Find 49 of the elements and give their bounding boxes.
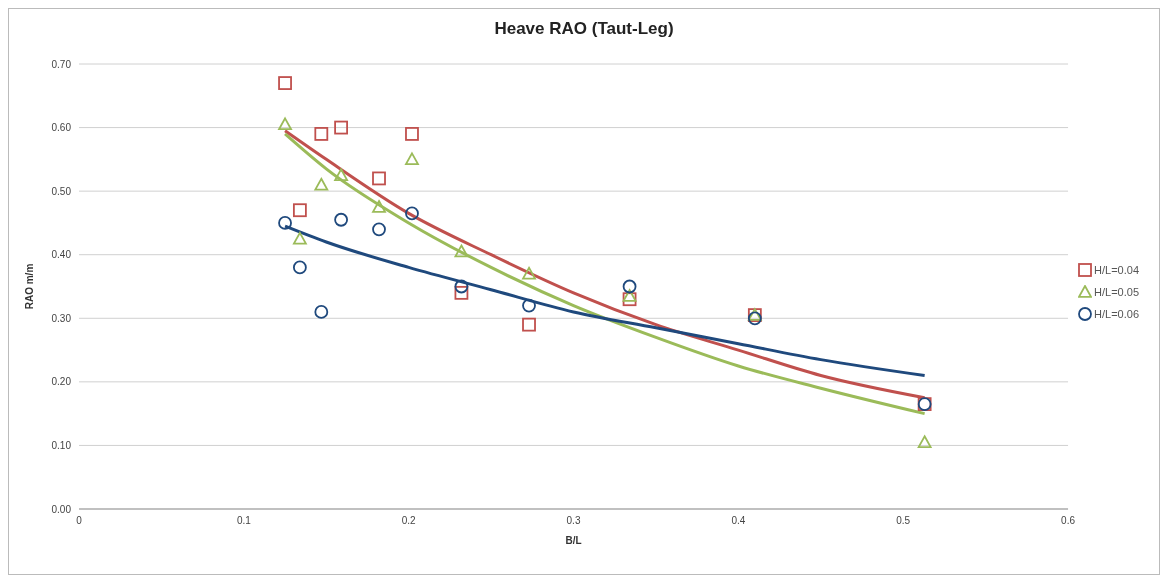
- legend-label: H/L=0.05: [1094, 285, 1139, 298]
- y-tick-label: 0.10: [51, 439, 72, 451]
- point: [405, 152, 419, 166]
- y-tick-label: 0.20: [51, 376, 72, 388]
- legend-label: H/L=0.04: [1094, 263, 1139, 276]
- point: [405, 206, 419, 221]
- point: [278, 216, 292, 230]
- point: [372, 200, 386, 213]
- y-tick-label: 0.00: [51, 503, 72, 515]
- point: [522, 317, 536, 332]
- point: [314, 305, 329, 319]
- point: [405, 127, 419, 141]
- point: [454, 244, 469, 258]
- point: [522, 266, 536, 280]
- point: [622, 292, 637, 307]
- x-tick-label: 0.2: [401, 515, 417, 527]
- point: [292, 260, 307, 275]
- y-tick-label: 0.30: [51, 312, 72, 324]
- point: [622, 289, 637, 302]
- point: [372, 171, 386, 186]
- point: [278, 76, 292, 90]
- legend-label: H/L=0.06: [1094, 307, 1139, 320]
- chart-title: Heave RAO (Taut-Leg): [493, 19, 675, 39]
- x-tick-label: 0: [76, 515, 83, 527]
- point: [292, 203, 307, 218]
- y-tick-label: 0.50: [51, 185, 72, 197]
- point: [278, 117, 292, 131]
- y-tick-label: 0.60: [51, 122, 72, 134]
- point: [454, 279, 469, 294]
- point: [454, 285, 469, 300]
- point: [334, 212, 348, 227]
- point: [917, 435, 932, 448]
- x-tick-label: 0.3: [566, 515, 581, 527]
- point: [372, 222, 386, 237]
- x-tick-label: 0.6: [1061, 515, 1076, 527]
- point: [622, 279, 637, 294]
- point: [334, 120, 348, 135]
- y-tick-label: 0.40: [51, 249, 72, 261]
- point: [292, 231, 307, 245]
- point: [314, 127, 329, 141]
- point: [314, 177, 329, 191]
- x-axis-title: B/L: [565, 535, 582, 546]
- y-tick-label: 0.70: [51, 58, 72, 70]
- point: [522, 298, 536, 313]
- point: [334, 168, 348, 181]
- x-tick-label: 0.4: [731, 515, 746, 527]
- x-tick-label: 0.5: [896, 515, 911, 527]
- y-axis-title: RAO m/m: [23, 263, 35, 310]
- x-tick-label: 0.1: [236, 515, 252, 527]
